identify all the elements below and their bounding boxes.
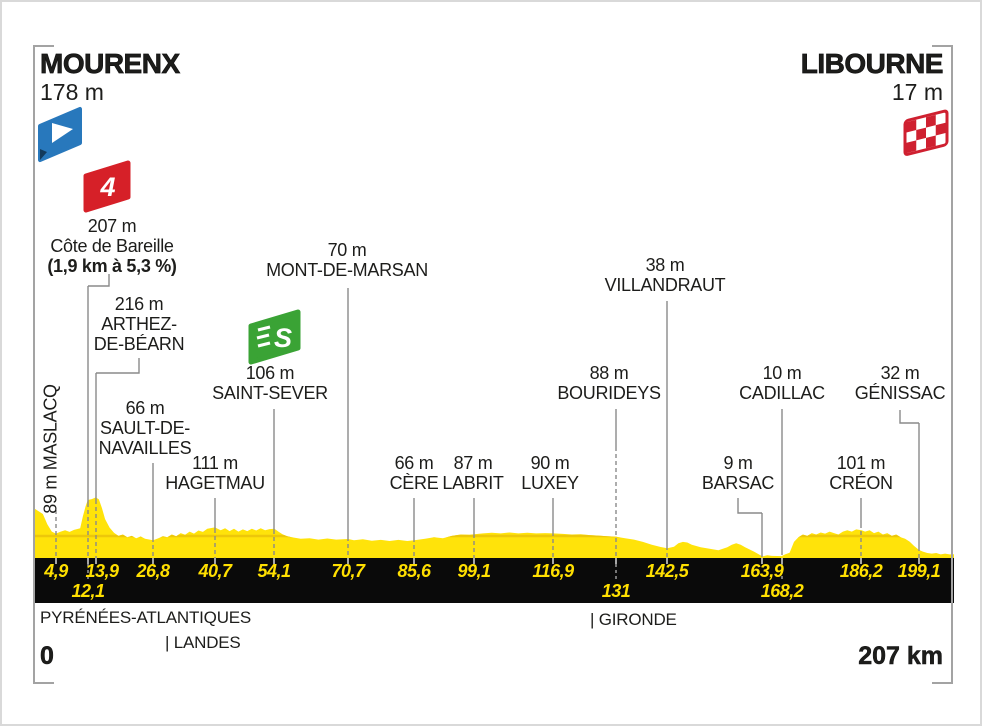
waypoint-name: CÈRE — [390, 473, 439, 493]
waypoint-label-maslacq: 89 m MASLACQ — [41, 384, 62, 513]
waypoint-label-labrit: 87 mLABRIT — [442, 453, 503, 493]
waypoint-elevation: 70 m — [266, 240, 428, 260]
waypoint-name: BARSAC — [702, 473, 774, 493]
waypoint-name: SAINT-SEVER — [212, 383, 328, 403]
km-marker-186,2: 186,2 — [840, 561, 883, 581]
waypoint-name: BOURIDEYS — [557, 383, 660, 403]
km-marker-12,1: 12,1 — [71, 581, 104, 601]
waypoint-name: LABRIT — [442, 473, 503, 493]
waypoint-elevation: 32 m — [855, 363, 946, 383]
waypoint-name: MONT-DE-MARSAN — [266, 260, 428, 280]
waypoint-label-hagetmau: 111 mHAGETMAU — [165, 453, 265, 493]
km-marker-40,7: 40,7 — [198, 561, 231, 581]
department-gironde: | GIRONDE — [590, 610, 677, 630]
km-marker-99,1: 99,1 — [457, 561, 490, 581]
waypoint-label-génissac: 32 mGÉNISSAC — [855, 363, 946, 403]
sprint-icon: S — [251, 312, 298, 362]
start-km: 0 — [40, 642, 54, 671]
waypoint-elevation: 111 m — [165, 453, 265, 473]
department-pyrenees-atlantiques: PYRÉNÉES-ATLANTIQUES — [40, 608, 251, 628]
climb-badge-number: 4 — [99, 172, 115, 202]
km-marker-131: 131 — [602, 581, 631, 601]
waypoint-label-luxey: 90 mLUXEY — [521, 453, 579, 493]
climb-stats: (1,9 km à 5,3 %) — [47, 256, 176, 276]
waypoint-elevation: 207 m — [47, 216, 176, 236]
waypoint-label-cère: 66 mCÈRE — [390, 453, 439, 493]
waypoint-name: VILLANDRAUT — [605, 275, 726, 295]
waypoint-name: CRÉON — [829, 473, 893, 493]
category-4-climb-icon: 4 — [86, 163, 128, 210]
waypoint-elevation: 38 m — [605, 255, 726, 275]
waypoint-elevation: 9 m — [702, 453, 774, 473]
waypoint-elevation: 88 m — [557, 363, 660, 383]
sprint-letter: S — [274, 323, 292, 353]
department-landes: | LANDES — [165, 633, 241, 653]
waypoint-elevation: 87 m — [442, 453, 503, 473]
waypoint-name: CADILLAC — [739, 383, 825, 403]
waypoint-label-arthez--de-béarn: 216 mARTHEZ- DE-BÉARN — [94, 294, 185, 354]
start-flag-icon — [40, 109, 80, 160]
km-marker-26,8: 26,8 — [136, 561, 169, 581]
waypoint-label-mont-de-marsan: 70 mMONT-DE-MARSAN — [266, 240, 428, 280]
km-marker-13,9: 13,9 — [85, 561, 118, 581]
waypoint-label-saint-sever: 106 mSAINT-SEVER — [212, 363, 328, 403]
waypoint-label-côte-de-bareille: 207 mCôte de Bareille(1,9 km à 5,3 %) — [47, 216, 176, 276]
waypoint-label-villandraut: 38 mVILLANDRAUT — [605, 255, 726, 295]
km-marker-70,7: 70,7 — [331, 561, 364, 581]
waypoint-name: LUXEY — [521, 473, 579, 493]
km-marker-54,1: 54,1 — [257, 561, 290, 581]
waypoint-label-sault-de--navailles: 66 mSAULT-DE- NAVAILLES — [99, 398, 192, 458]
waypoint-name: Côte de Bareille — [47, 236, 176, 256]
km-marker-142,5: 142,5 — [646, 561, 689, 581]
waypoint-label-créon: 101 mCRÉON — [829, 453, 893, 493]
waypoint-elevation: 10 m — [739, 363, 825, 383]
km-marker-116,9: 116,9 — [532, 561, 573, 581]
km-marker-199,1: 199,1 — [898, 561, 941, 581]
waypoint-elevation: 90 m — [521, 453, 579, 473]
waypoint-elevation: 106 m — [212, 363, 328, 383]
km-marker-163,9: 163,9 — [741, 561, 784, 581]
waypoint-elevation: 101 m — [829, 453, 893, 473]
waypoint-label-cadillac: 10 mCADILLAC — [739, 363, 825, 403]
total-distance: 207 km — [858, 642, 943, 671]
finish-flag-icon — [905, 111, 947, 155]
waypoint-elevation: 66 m — [99, 398, 192, 418]
waypoint-label-bourideys: 88 mBOURIDEYS — [557, 363, 660, 403]
waypoint-name: HAGETMAU — [165, 473, 265, 493]
waypoint-elevation: 66 m — [390, 453, 439, 473]
waypoint-name: SAULT-DE- NAVAILLES — [99, 418, 192, 458]
km-marker-4,9: 4,9 — [44, 561, 68, 581]
waypoint-name: ARTHEZ- DE-BÉARN — [94, 314, 185, 354]
waypoint-name: GÉNISSAC — [855, 383, 946, 403]
waypoint-label-barsac: 9 mBARSAC — [702, 453, 774, 493]
km-marker-85,6: 85,6 — [397, 561, 430, 581]
km-marker-168,2: 168,2 — [761, 581, 804, 601]
waypoint-elevation: 216 m — [94, 294, 185, 314]
stage-profile-canvas: MOURENX 178 m LIBOURNE 17 m 4 S — [0, 0, 982, 726]
